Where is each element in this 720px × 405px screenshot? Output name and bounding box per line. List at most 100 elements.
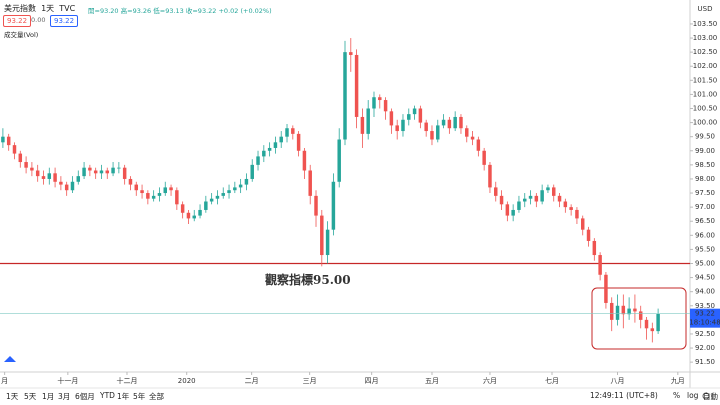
candle-body — [459, 116, 463, 129]
candle-body — [580, 218, 585, 230]
clock: 12:49:11 (UTC+8) — [590, 391, 658, 400]
candle-body — [146, 193, 150, 199]
range-button[interactable]: 1年 — [117, 392, 130, 401]
symbol-line: 美元指數 1天 TVC — [4, 3, 75, 14]
range-button[interactable]: 1天 — [6, 392, 19, 401]
candle-body — [250, 164, 254, 179]
range-button[interactable]: YTD — [100, 391, 115, 400]
auto-toggle[interactable]: 自動 — [703, 392, 718, 401]
candle-body — [24, 162, 28, 168]
y-tick-label: 95.50 — [695, 245, 715, 253]
candle-body — [105, 170, 110, 174]
y-tick-label: 97.00 — [695, 203, 715, 211]
ohlc-legend: 開=93.20 高=93.26 低=93.13 收=93.22 +0.02 (+… — [88, 7, 272, 15]
candle-body — [627, 308, 631, 315]
candle-body — [441, 119, 446, 126]
candle-body — [378, 97, 382, 101]
candle-body — [418, 108, 423, 123]
range-button[interactable]: 1月 — [42, 392, 55, 401]
range-button[interactable]: 6個月 — [75, 392, 95, 401]
candle-body — [64, 184, 69, 191]
candle-body — [192, 215, 196, 219]
countdown: 18:10:48 — [689, 319, 720, 327]
y-tick-label: 97.50 — [695, 189, 715, 197]
candle-body — [546, 187, 550, 191]
y-tick-label: 101.50 — [693, 76, 718, 84]
candle-body — [302, 150, 307, 171]
candle-body — [650, 328, 655, 332]
candle-body — [604, 274, 608, 303]
candle-body — [517, 201, 521, 210]
candle-body — [505, 204, 510, 216]
candle-body — [186, 212, 191, 219]
range-button[interactable]: 3月 — [58, 392, 71, 401]
y-tick-label: 98.50 — [695, 161, 715, 169]
buy-price[interactable]: 93.22 — [50, 15, 79, 27]
candle-body — [528, 195, 533, 199]
y-tick-label: 95.00 — [695, 260, 715, 268]
x-tick-label: 七月 — [545, 376, 559, 385]
y-tick-label: 94.00 — [695, 288, 715, 296]
candle-body — [360, 116, 365, 134]
logo — [4, 356, 16, 362]
percent-toggle[interactable]: % — [673, 391, 681, 400]
candle-body — [291, 128, 295, 134]
candle-body — [436, 125, 440, 140]
candle-body — [111, 167, 115, 174]
x-tick-label: 三月 — [303, 377, 317, 385]
candle-body — [470, 136, 475, 140]
x-tick-label: 十一月 — [57, 376, 78, 385]
y-tick-label: 91.50 — [695, 358, 715, 366]
x-tick-label: 九月 — [671, 376, 685, 385]
candle-body — [157, 193, 162, 196]
candle-body — [47, 173, 52, 179]
candle-body — [633, 308, 637, 312]
candle-body — [372, 97, 376, 109]
candle-body — [180, 204, 185, 213]
source: TVC — [59, 4, 76, 13]
y-tick-label: 103.50 — [693, 20, 718, 28]
candle-body — [53, 173, 57, 182]
candle-body — [59, 181, 63, 185]
candle-body — [395, 125, 399, 132]
candle-body — [314, 195, 318, 216]
candle-body — [656, 313, 660, 332]
last-price-label: 93.22 — [695, 310, 715, 318]
x-tick-label: 十二月 — [116, 376, 137, 385]
candle-body — [320, 215, 324, 256]
candle-body — [238, 184, 243, 188]
candle-body — [308, 170, 312, 196]
range-button[interactable]: 5年 — [133, 392, 146, 401]
y-tick-label: 102.50 — [693, 48, 718, 56]
candle-body — [134, 184, 138, 191]
spread: 0.00 — [31, 16, 46, 24]
candle-body — [6, 136, 11, 146]
candle-body — [262, 150, 266, 157]
candle-body — [76, 176, 81, 182]
candle-body — [644, 319, 649, 329]
candle-body — [93, 170, 98, 174]
sell-price[interactable]: 93.22 — [3, 15, 32, 27]
settings-icon[interactable] — [702, 392, 710, 400]
candle-body — [383, 100, 388, 112]
candle-body — [557, 195, 562, 202]
log-toggle[interactable]: log — [687, 391, 699, 400]
candle-body — [569, 207, 573, 210]
y-tick-label: 92.00 — [695, 344, 715, 352]
range-button[interactable]: 全部 — [149, 392, 164, 401]
candle-body — [552, 187, 556, 196]
x-tick-label: 月 — [1, 377, 8, 385]
candle-body — [563, 201, 568, 208]
candle-body — [638, 311, 643, 320]
candle-body — [615, 305, 620, 320]
candle-body — [523, 198, 527, 202]
range-button[interactable]: 5天 — [24, 392, 37, 401]
candle-body — [30, 167, 34, 171]
symbol: 美元指數 — [4, 4, 36, 13]
candle-body — [204, 201, 208, 210]
candle-body — [430, 131, 434, 140]
candle-body — [18, 153, 23, 163]
candle-body — [488, 164, 492, 188]
